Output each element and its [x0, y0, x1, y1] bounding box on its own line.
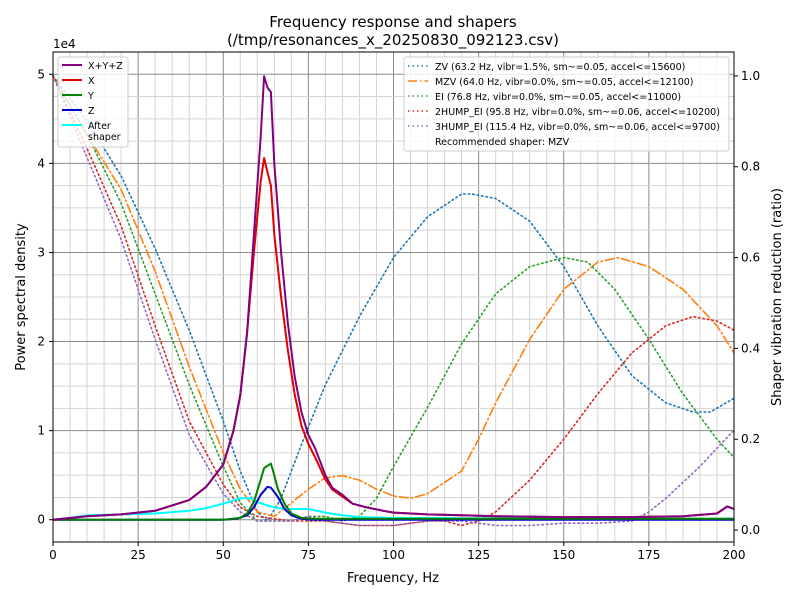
legend-label-x-y-z: X+Y+Z — [88, 61, 123, 72]
axis-ticks: 0 25 50 75 100 125 150 175 200 0 1 2 3 4 5 0.0 0.2 0.4 0.6… — [37, 67, 760, 562]
y-right-tick-label: 0.4 — [741, 341, 760, 355]
legend-label-ei: EI (76.8 Hz, vibr=0.0%, sm~=0.05, accel<… — [435, 92, 681, 103]
chart-subtitle: (/tmp/resonances_x_20250830_092123.csv) — [227, 31, 559, 50]
chart-title: Frequency response and shapers — [269, 13, 517, 31]
legend-label-x: X — [88, 76, 95, 87]
psd-line-y — [53, 462, 734, 521]
y-right-tick-label: 0.8 — [741, 160, 760, 174]
x-tick-label: 100 — [382, 548, 405, 562]
x-tick-label: 75 — [301, 548, 316, 562]
x-axis-label: Frequency, Hz — [347, 571, 439, 586]
x-tick-label: 50 — [216, 548, 231, 562]
y-right-tick-label: 0.0 — [741, 523, 760, 537]
x-tick-label: 200 — [723, 548, 746, 562]
grid — [52, 52, 735, 542]
x-tick-label: 0 — [49, 548, 57, 562]
psd-line-x-y-z — [52, 75, 735, 521]
legend-label-zv: ZV (63.2 Hz, vibr=1.5%, sm~=0.05, accel<… — [435, 62, 685, 73]
y-left-tick-label: 3 — [37, 245, 45, 259]
y-left-exponent: 1e4 — [53, 37, 76, 51]
x-tick-label: 25 — [130, 548, 145, 562]
shaper-line-mzv — [52, 75, 735, 518]
y-left-tick-label: 0 — [37, 513, 45, 527]
legend-label-3hump-ei: 3HUMP_EI (115.4 Hz, vibr=0.0%, sm~=0.06,… — [435, 122, 720, 133]
legend-label-mzv: MZV (64.0 Hz, vibr=0.0%, sm~=0.05, accel… — [435, 77, 694, 88]
psd-curves — [52, 75, 735, 521]
recommended-shaper-note: Recommended shaper: MZV — [435, 137, 570, 148]
y-left-tick-label: 4 — [37, 156, 45, 170]
x-tick-label: 175 — [637, 548, 660, 562]
y-right-axis-label: Shaper vibration reduction (ratio) — [770, 188, 785, 406]
shaper-legend-box — [403, 56, 730, 152]
x-tick-label: 125 — [467, 548, 490, 562]
legend-label-y: Y — [87, 91, 94, 102]
legend-label-z: Z — [88, 106, 95, 117]
legend-label-after: shaper — [88, 132, 121, 143]
y-right-tick-label: 0.6 — [741, 251, 760, 265]
y-left-tick-label: 5 — [37, 67, 45, 81]
y-left-axis-label: Power spectral density — [14, 223, 29, 371]
shaper-legend: ZV (63.2 Hz, vibr=1.5%, sm~=0.05, accel<… — [403, 56, 730, 152]
legend-label-2hump-ei: 2HUMP_EI (95.8 Hz, vibr=0.0%, sm~=0.06, … — [435, 107, 720, 118]
y-left-tick-label: 1 — [37, 424, 45, 438]
shaper-line-zv — [52, 75, 735, 523]
x-tick-label: 150 — [552, 548, 575, 562]
y-right-tick-label: 1.0 — [741, 69, 760, 83]
shaper-line-3hump-ei — [52, 75, 735, 527]
legend-label-after: After — [88, 121, 111, 132]
y-right-tick-label: 0.2 — [741, 432, 760, 446]
shaper-line-2hump-ei — [52, 75, 735, 527]
y-left-tick-label: 2 — [37, 335, 45, 349]
